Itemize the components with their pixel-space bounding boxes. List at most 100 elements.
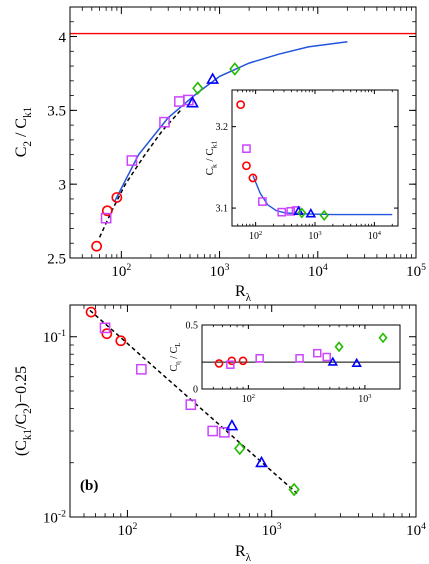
x-tick-label: 104 — [406, 521, 426, 539]
triangle-marker — [186, 96, 199, 108]
circle-marker — [236, 100, 246, 110]
y-tick-label: 0.5 — [186, 321, 199, 332]
square-marker — [277, 207, 287, 217]
inset-background — [202, 325, 400, 389]
y-tick-label: 3.2 — [216, 122, 229, 133]
panel-a-plot-area — [70, 32, 416, 252]
inset-b-frame — [201, 324, 401, 390]
series-diamond — [192, 62, 241, 95]
square-marker — [226, 360, 235, 369]
diamond-marker — [297, 207, 307, 219]
x-tick-label: 103 — [210, 262, 230, 280]
y-tick-label: 3.5 — [47, 104, 66, 120]
circle-marker — [214, 359, 224, 368]
panel-b: 102 103 104 10-1 10-2 — [43, 304, 426, 539]
inset-y-axis-label: Ck​ / Ck1​ — [204, 140, 218, 175]
series-circle — [236, 100, 258, 183]
diamond-marker — [319, 209, 329, 221]
square-marker — [100, 212, 112, 224]
series-square — [242, 144, 301, 217]
circle-marker — [238, 356, 248, 366]
inset-background — [232, 90, 398, 226]
series-square — [99, 322, 230, 438]
square-marker — [185, 399, 197, 411]
panel-b-frame — [69, 304, 417, 518]
panel-b-plot-area — [85, 306, 300, 497]
y-tick-label: 10-1 — [43, 328, 66, 346]
square-marker — [242, 144, 251, 153]
series-diamond — [234, 441, 300, 497]
x-tick-label: 105 — [406, 262, 426, 280]
triangle-marker — [206, 72, 220, 84]
x-tick-label: 102 — [117, 521, 137, 539]
y-tick-label: 2.5 — [47, 251, 66, 267]
circle-marker — [91, 240, 103, 252]
y-tick-label: 3 — [59, 177, 67, 193]
diamond-marker — [288, 482, 300, 497]
diamond-marker — [378, 332, 388, 344]
inset-b: 102 103 0 0.5 — [186, 321, 401, 405]
circle-marker — [242, 161, 251, 171]
triangle-marker — [305, 208, 317, 218]
fit-curve-solid — [113, 40, 348, 203]
series-diamond — [334, 332, 388, 353]
y-axis-label: C2​ / Ck1​ — [13, 107, 34, 158]
x-tick-label: 104 — [368, 230, 382, 242]
triangle-marker — [225, 419, 239, 431]
square-marker — [255, 354, 264, 363]
series-circle — [91, 192, 123, 252]
series-square — [226, 348, 331, 369]
square-marker — [313, 348, 322, 358]
inset-b-plot-area — [202, 325, 400, 389]
y-tick-label: 4 — [59, 30, 67, 46]
x-tick-label: 102 — [111, 262, 131, 280]
y-tick-label: 10-2 — [43, 508, 66, 526]
circle-marker — [111, 192, 123, 203]
square-marker — [159, 116, 170, 128]
diamond-marker — [192, 81, 204, 95]
panel-a: 102 103 104 105 2.5 3 3.5 4 — [47, 6, 426, 280]
circle-marker — [248, 173, 258, 183]
series-triangle — [186, 72, 220, 108]
panel-a-frame — [69, 6, 417, 259]
fit-curve-dashed — [98, 109, 182, 238]
square-marker — [295, 354, 304, 363]
circle-marker — [101, 205, 113, 217]
y-axis-label-b: (Ck1​/C2​)−0.25 — [13, 366, 34, 456]
inset-a: 102 103 104 3.1 3.2 — [216, 89, 399, 242]
circle-marker — [115, 335, 127, 347]
triangle-marker — [327, 356, 339, 366]
x-tick-label: 103 — [262, 521, 282, 539]
inset-a-plot-area — [232, 90, 398, 226]
x-tick-label: 103 — [358, 393, 371, 405]
square-marker — [136, 363, 147, 375]
series-triangle — [225, 419, 268, 468]
diamond-marker — [334, 341, 344, 353]
square-marker — [286, 206, 296, 216]
x-tick-label: 103 — [308, 230, 321, 242]
diamond-marker — [234, 441, 246, 456]
square-marker — [207, 425, 219, 437]
square-marker — [219, 426, 230, 438]
series-triangle — [327, 356, 362, 368]
inset-y-axis-label-b: Cη​ / CL​ — [169, 342, 182, 371]
triangle-marker — [255, 455, 268, 468]
x-axis-label-b: Rλ​ — [235, 543, 252, 564]
x-axis-label: Rλ​ — [235, 283, 252, 304]
y-tick-label: 0 — [193, 385, 198, 396]
y-tick-label: 3.1 — [216, 204, 229, 215]
square-marker — [322, 352, 331, 362]
square-marker — [126, 155, 138, 166]
x-tick-label: 104 — [308, 262, 328, 280]
circle-marker — [101, 328, 113, 340]
square-marker — [258, 197, 267, 206]
series-circle — [85, 306, 127, 347]
x-tick-label: 102 — [249, 230, 262, 242]
series-circle — [214, 356, 248, 368]
panel-label: (b) — [80, 478, 98, 494]
circle-marker — [85, 306, 97, 318]
series-diamond — [297, 207, 329, 221]
diamond-marker — [229, 62, 241, 76]
triangle-marker — [351, 357, 362, 368]
